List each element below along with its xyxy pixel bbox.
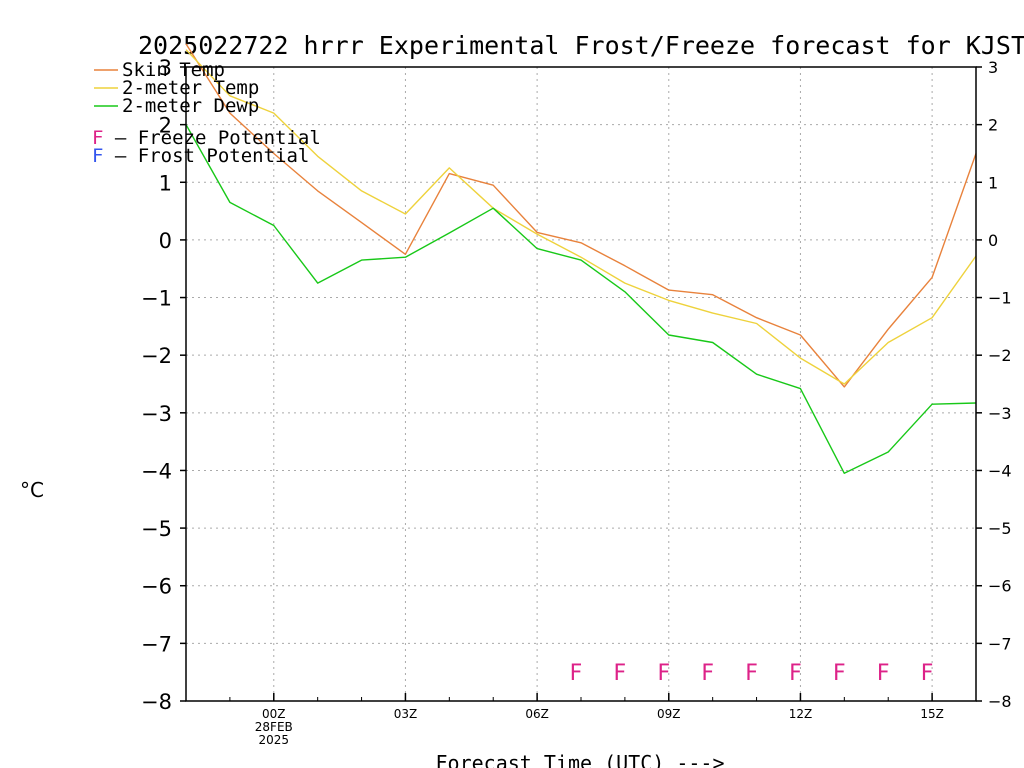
x-tick-label: 03Z bbox=[394, 707, 418, 721]
y-tick-label-right: −5 bbox=[988, 519, 1012, 538]
y-tick-label-right: −2 bbox=[988, 346, 1012, 365]
freeze-potential-mark: F bbox=[657, 661, 670, 686]
legend-label: 2-meter Temp bbox=[122, 77, 259, 99]
y-tick-label-left: 0 bbox=[159, 229, 172, 253]
y-tick-label-left: 1 bbox=[159, 171, 172, 195]
freeze-potential-mark: F bbox=[614, 661, 627, 686]
y-tick-label-left: −1 bbox=[141, 287, 172, 311]
y-tick-label-right: 1 bbox=[988, 173, 998, 192]
y-tick-label-right: 0 bbox=[988, 231, 998, 250]
y-axis: 3 3 2 2 1 1 0 0 −1 −1 −2 −2 −3 −3 −4 −4 −5 −5 −6 −6 −7 −7 −8 −8 bbox=[141, 56, 1012, 714]
chart-title: 2025022722 hrrr Experimental Frost/Freez… bbox=[138, 31, 1024, 60]
x-axis-label: Forecast Time (UTC) ---> bbox=[436, 751, 725, 768]
legend-potential-item: F – Frost Potential bbox=[92, 145, 309, 167]
y-tick-label-left: 2 bbox=[159, 114, 172, 138]
x-tick-label: 00Z bbox=[262, 707, 286, 721]
y-tick-label-left: −5 bbox=[141, 517, 172, 541]
y-tick-label-left: −6 bbox=[141, 575, 172, 599]
legend-potential-item: F – Freeze Potential bbox=[92, 127, 321, 149]
x-tick-label: 28FEB bbox=[255, 720, 293, 734]
y-tick-label-left: −3 bbox=[141, 402, 172, 426]
y-tick-label-right: −7 bbox=[988, 634, 1012, 653]
freeze-potential-mark: F bbox=[833, 661, 846, 686]
x-tick-label: 2025 bbox=[259, 733, 290, 747]
y-tick-label-right: −1 bbox=[988, 289, 1012, 308]
x-tick-label: 06Z bbox=[525, 707, 549, 721]
legend-potential-text: – Frost Potential bbox=[103, 145, 309, 167]
y-tick-label-left: −2 bbox=[141, 344, 172, 368]
y-tick-label-left: −7 bbox=[141, 632, 172, 656]
y-axis-label: °C bbox=[20, 478, 44, 502]
legend-potential-symbol: F bbox=[92, 127, 103, 149]
freeze-potential-mark: F bbox=[701, 661, 714, 686]
freeze-potential-mark: F bbox=[570, 661, 583, 686]
x-tick-label: 15Z bbox=[920, 707, 944, 721]
legend-potential-text: – Freeze Potential bbox=[103, 127, 320, 149]
series-line-skin-temp bbox=[185, 43, 977, 388]
freeze-potential-mark: F bbox=[745, 661, 758, 686]
y-tick-label-right: −4 bbox=[988, 461, 1012, 480]
y-tick-label-left: −8 bbox=[141, 690, 172, 714]
x-tick-label: 09Z bbox=[657, 707, 681, 721]
y-tick-label-right: −6 bbox=[988, 577, 1012, 596]
y-tick-label-right: −3 bbox=[988, 404, 1012, 423]
y-tick-label-right: −8 bbox=[988, 692, 1012, 711]
series-line-2-meter-dewp bbox=[185, 124, 977, 474]
legend-potential-symbol: F bbox=[92, 145, 103, 167]
y-tick-label-right: 2 bbox=[988, 116, 998, 135]
freeze-potential-mark: F bbox=[789, 661, 802, 686]
legend-label: 2-meter Dewp bbox=[122, 95, 259, 117]
y-tick-label-right: 3 bbox=[988, 58, 998, 77]
series-line-2-meter-temp bbox=[185, 49, 977, 385]
legend-label: Skin Temp bbox=[122, 59, 225, 81]
y-tick-label-left: −4 bbox=[141, 459, 172, 483]
y-tick-label-left: 3 bbox=[159, 56, 172, 80]
grid-lines bbox=[186, 67, 976, 701]
series-layer bbox=[185, 43, 977, 474]
freeze-potential-mark: F bbox=[921, 661, 934, 686]
freeze-potential-mark: F bbox=[877, 661, 890, 686]
x-tick-label: 12Z bbox=[789, 707, 813, 721]
